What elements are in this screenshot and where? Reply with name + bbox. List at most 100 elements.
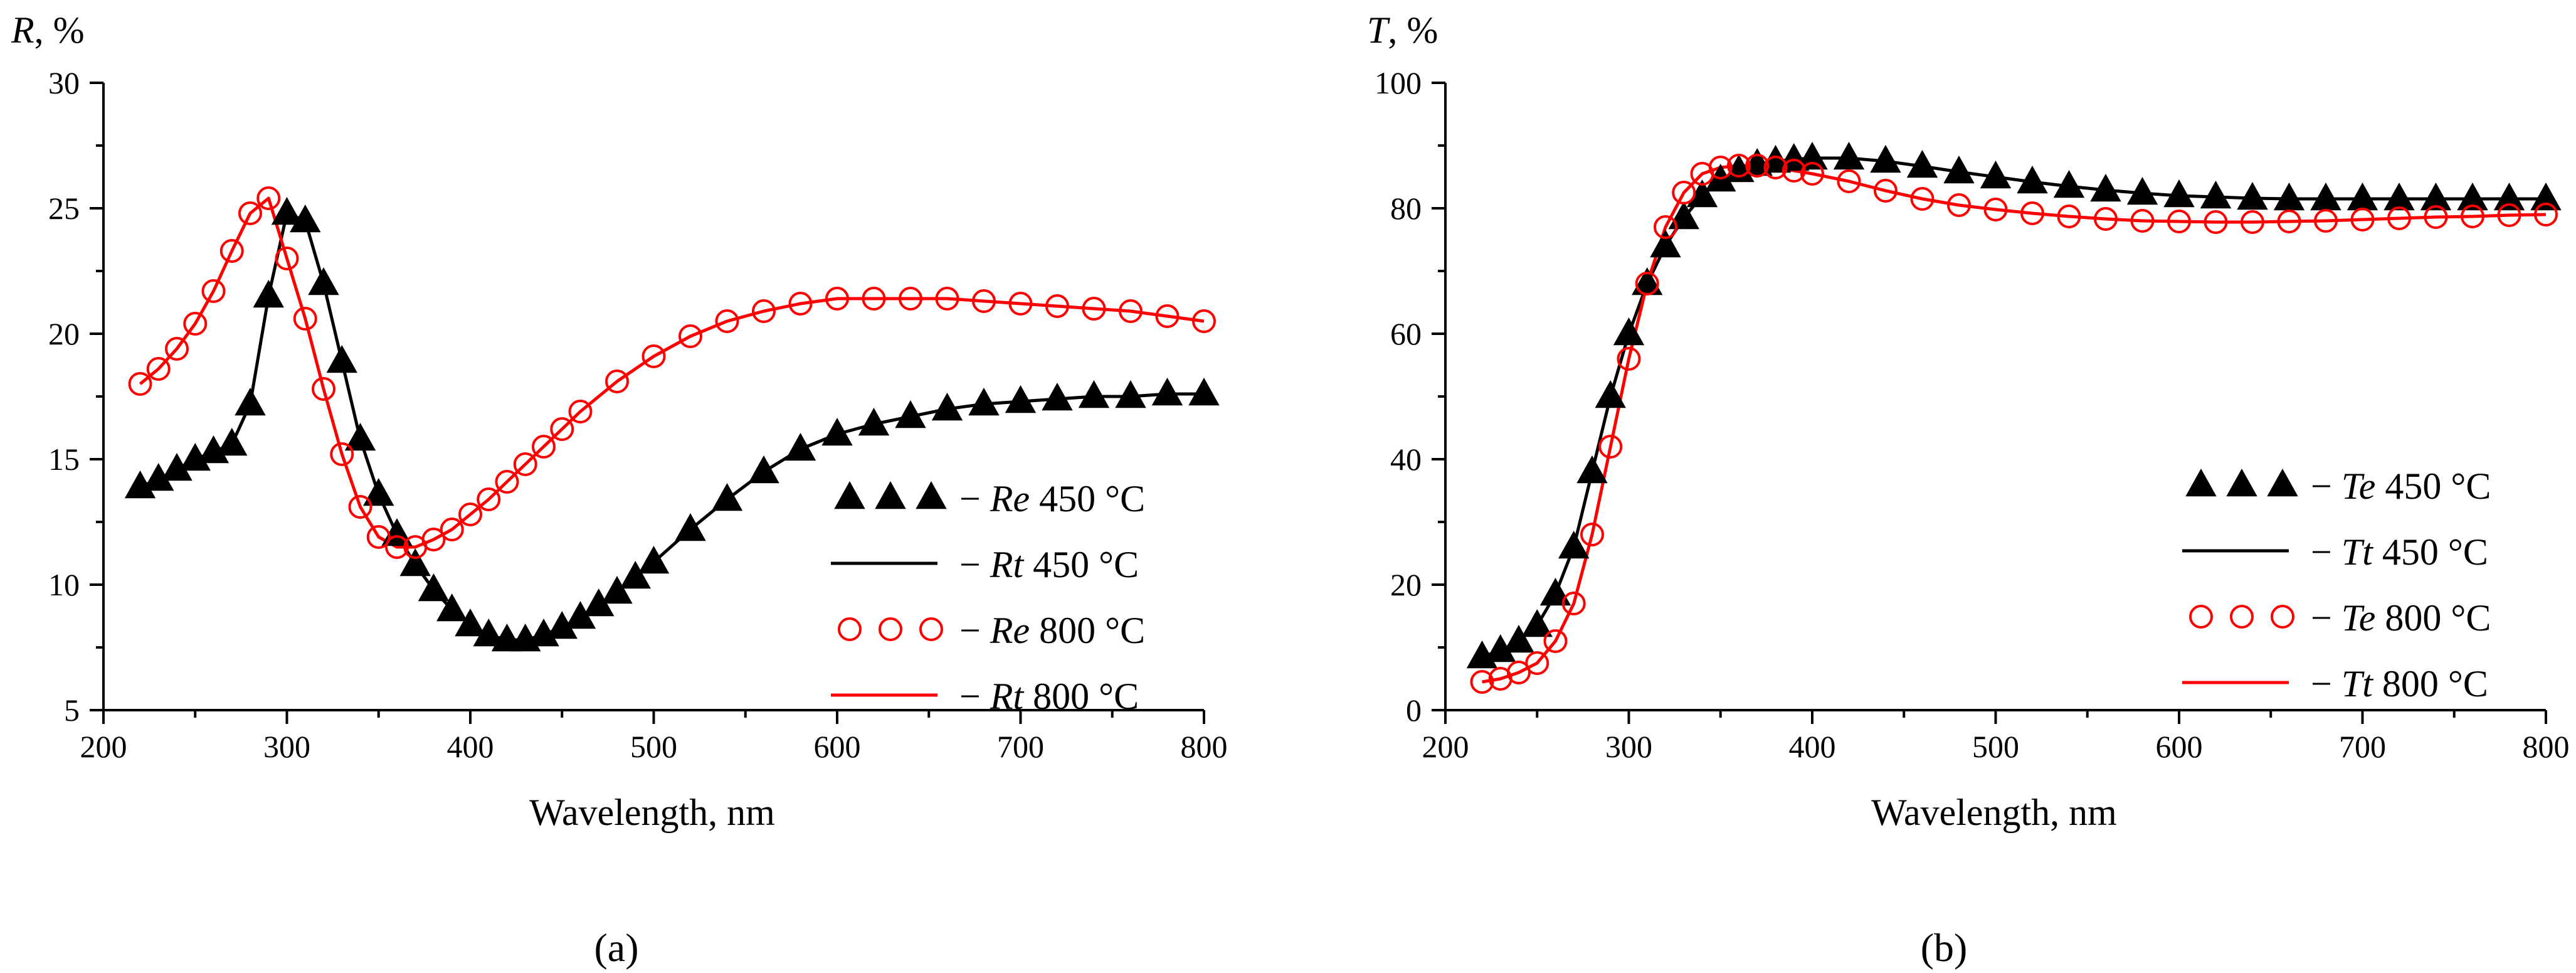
data-point	[366, 525, 391, 549]
legend: − Te 450 °C − Tt 450 °C − Te 800 °C − Tt 80…	[2182, 465, 2491, 704]
data-point	[550, 417, 574, 441]
data-point	[1485, 634, 1516, 662]
data-point	[1943, 156, 1975, 184]
legend-item: − Tt 450 °C	[2182, 531, 2488, 573]
data-point	[1576, 455, 1608, 484]
y-axis-title: R, %	[11, 9, 85, 51]
x-tick-label: 400	[447, 729, 494, 764]
data-point	[326, 345, 357, 373]
legend-marker	[838, 617, 862, 641]
data-point	[1192, 309, 1216, 333]
data-point	[2314, 209, 2338, 233]
data-point	[455, 609, 486, 637]
x-tick-label: 800	[1181, 729, 1228, 764]
data-point	[601, 576, 633, 604]
data-point	[2493, 183, 2525, 211]
data-point	[748, 455, 779, 484]
y-tick-label: 40	[1390, 442, 1422, 477]
legend-item: − Re 450 °C	[834, 478, 1145, 519]
data-point	[146, 357, 171, 381]
data-point	[935, 287, 959, 311]
y-tick-label: 10	[48, 567, 80, 602]
legend-label: − Rt 450 °C	[959, 544, 1139, 585]
y-tick-label: 80	[1390, 191, 1422, 226]
data-point	[583, 588, 615, 617]
data-point	[2350, 208, 2375, 231]
data-point	[1561, 592, 1586, 615]
data-point	[1503, 625, 1534, 653]
data-point	[2534, 203, 2558, 226]
data-point	[1635, 272, 1659, 295]
data-point	[1525, 651, 1549, 675]
data-point	[253, 280, 284, 308]
data-point	[1521, 609, 1553, 637]
data-point	[1632, 267, 1663, 295]
legend-item: − Rt 800 °C	[831, 676, 1139, 717]
data-point	[1082, 297, 1106, 321]
data-point	[968, 388, 1000, 416]
data-point	[528, 619, 559, 647]
data-point	[752, 299, 776, 323]
data-point	[564, 601, 596, 629]
data-point	[1580, 523, 1604, 546]
y-tick-label: 15	[48, 442, 80, 477]
x-tick-label: 200	[80, 729, 127, 764]
data-point	[1983, 198, 2008, 221]
data-point	[2057, 205, 2081, 228]
data-point	[1672, 181, 1696, 205]
data-point	[161, 453, 193, 481]
data-point	[2310, 183, 2341, 211]
data-point	[1654, 215, 1677, 239]
legend-label: − Tt 450 °C	[2311, 531, 2488, 573]
data-point	[821, 418, 853, 446]
data-point	[2204, 210, 2228, 234]
data-point	[788, 292, 813, 316]
data-point	[436, 593, 468, 622]
data-point	[895, 400, 926, 428]
x-tick-label: 700	[997, 729, 1044, 764]
data-point	[1910, 187, 1935, 211]
x-tick-label: 500	[1972, 729, 2019, 764]
data-point	[124, 471, 156, 499]
data-point	[1507, 661, 1531, 684]
legend-marker	[2230, 605, 2254, 629]
data-point	[1119, 299, 1143, 323]
data-point	[2053, 170, 2085, 198]
data-point	[399, 548, 431, 577]
y-tick-label: 30	[48, 65, 80, 100]
data-point	[2387, 206, 2411, 230]
data-point	[256, 186, 281, 210]
data-point	[1906, 150, 1938, 178]
data-point	[219, 239, 244, 263]
data-point	[143, 463, 174, 491]
data-point	[238, 201, 262, 225]
data-point	[1980, 161, 2012, 189]
data-point	[899, 287, 922, 311]
data-point	[1042, 383, 1073, 411]
data-point	[381, 518, 413, 546]
legend-marker	[2226, 469, 2257, 497]
data-point	[2167, 210, 2191, 233]
data-point	[348, 495, 372, 519]
data-point	[2017, 166, 2048, 194]
data-point	[235, 388, 266, 416]
x-tick-label: 600	[2156, 729, 2203, 764]
legend-marker	[916, 481, 947, 509]
data-point	[2163, 179, 2195, 208]
data-point	[931, 393, 963, 421]
data-point	[385, 535, 409, 559]
data-point	[2497, 203, 2521, 227]
data-point	[1005, 385, 1037, 413]
series-line	[139, 196, 1205, 549]
legend-marker	[834, 481, 865, 509]
legend-label: − Re 800 °C	[959, 610, 1145, 651]
data-point	[418, 573, 450, 602]
y-axis-suffix: , %	[34, 9, 85, 51]
x-tick-label: 300	[263, 729, 310, 764]
x-tick-label: 300	[1605, 729, 1652, 764]
series-te-450-c	[1466, 142, 2562, 669]
data-point	[605, 370, 629, 393]
legend-marker	[875, 481, 906, 509]
y-tick-label: 25	[48, 191, 80, 226]
legend-item: − Te 800 °C	[2189, 597, 2491, 639]
